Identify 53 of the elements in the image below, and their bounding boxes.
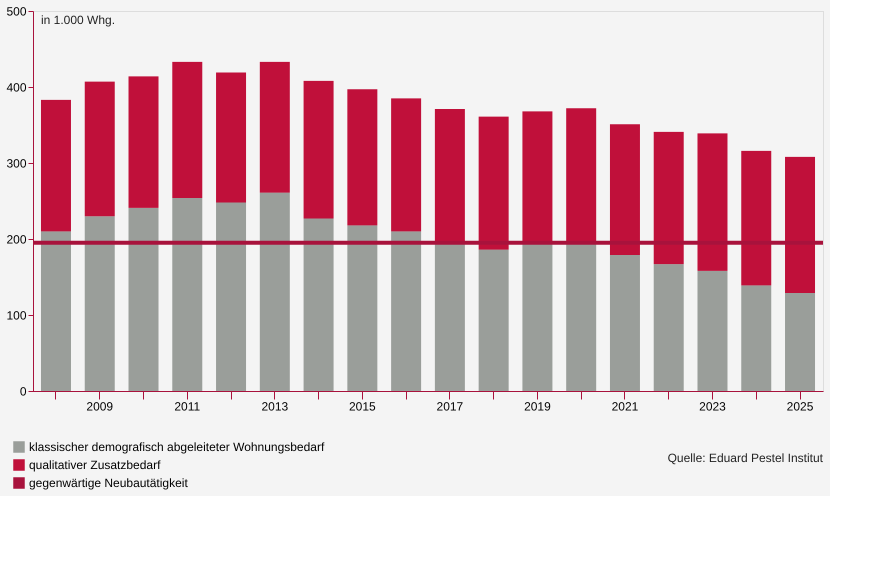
bar bbox=[216, 72, 246, 203]
x-tick-label: 2025 bbox=[786, 400, 814, 414]
bar bbox=[304, 80, 334, 218]
bar bbox=[172, 62, 202, 198]
bar bbox=[654, 132, 684, 264]
y-tick-label: 400 bbox=[6, 80, 27, 94]
x-tick-label: 2009 bbox=[86, 400, 114, 414]
bar bbox=[391, 98, 422, 232]
y-tick-label: 200 bbox=[6, 232, 27, 246]
x-tick-label: 2011 bbox=[174, 400, 201, 414]
x-tick-label: 2017 bbox=[436, 400, 464, 414]
bar bbox=[478, 116, 509, 250]
y-tick-label: 300 bbox=[6, 156, 27, 170]
bar bbox=[697, 270, 728, 391]
bar bbox=[216, 202, 246, 391]
bar bbox=[697, 133, 728, 271]
bar bbox=[566, 108, 596, 242]
legend-label: klassischer demografisch abgeleiteter Wohnungsbedarf bbox=[29, 440, 325, 454]
bar bbox=[654, 264, 684, 391]
bar bbox=[128, 208, 159, 391]
annotation: in 1.000 Whg. bbox=[41, 13, 116, 27]
bar bbox=[347, 89, 378, 226]
x-tick-label: 2023 bbox=[699, 400, 726, 414]
bar bbox=[84, 82, 115, 216]
legend-label: qualitativer Zusatzbedarf bbox=[29, 458, 162, 472]
source-note: Quelle: Eduard Pestel Institut bbox=[668, 451, 824, 465]
x-tick-label: 2019 bbox=[524, 400, 552, 414]
x-tick-label: 2021 bbox=[612, 400, 639, 414]
bar bbox=[260, 62, 290, 193]
bar bbox=[610, 124, 640, 255]
bar bbox=[522, 111, 552, 242]
bar bbox=[391, 231, 422, 391]
y-tick-label: 100 bbox=[6, 308, 27, 322]
bar bbox=[128, 76, 159, 208]
bar bbox=[785, 292, 816, 391]
bar bbox=[785, 156, 816, 293]
y-tick-label: 0 bbox=[20, 384, 27, 398]
bar bbox=[40, 231, 71, 391]
bar bbox=[610, 254, 640, 391]
bar bbox=[304, 218, 334, 391]
bar bbox=[434, 109, 465, 242]
bar bbox=[741, 285, 772, 391]
bar bbox=[347, 225, 378, 391]
bar bbox=[40, 100, 71, 232]
x-tick-label: 2015 bbox=[348, 400, 376, 414]
legend-label: gegenwärtige Neubautätigkeit bbox=[29, 476, 188, 490]
bar bbox=[741, 150, 772, 286]
y-tick-label: 500 bbox=[6, 4, 27, 18]
bar bbox=[84, 216, 115, 391]
x-tick-label: 2013 bbox=[261, 400, 288, 414]
bar bbox=[478, 250, 509, 391]
bar bbox=[260, 192, 290, 391]
bar bbox=[172, 198, 202, 391]
